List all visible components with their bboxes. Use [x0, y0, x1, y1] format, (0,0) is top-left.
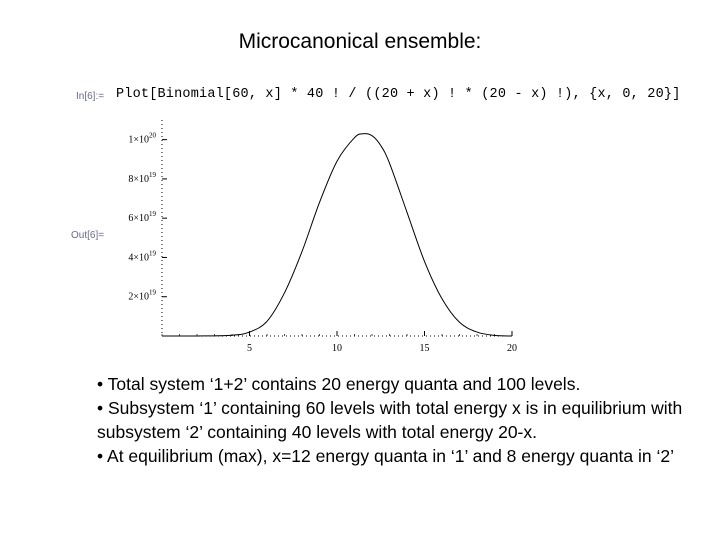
y-tick-label: 1×1020: [128, 132, 156, 146]
bullet-item: • Subsystem ‘1’ containing 60 levels wit…: [97, 398, 683, 442]
x-tick-label: 5: [247, 343, 252, 354]
x-tick-label: 20: [507, 343, 517, 354]
y-tick-label: 4×1019: [128, 249, 156, 263]
input-code[interactable]: Plot[Binomial[60, x] * 40 ! / ((20 + x) …: [116, 87, 681, 102]
input-cell-label: In[6]:=: [76, 91, 105, 102]
y-tick-label: 8×1019: [128, 171, 156, 185]
y-tick-label: 6×1019: [128, 210, 156, 224]
output-cell-label: Out[6]=: [71, 230, 105, 241]
bullet-item: • At equilibrium (max), x=12 energy quan…: [97, 446, 675, 466]
x-tick-label: 15: [420, 343, 430, 354]
x-tick-label: 10: [332, 343, 342, 354]
series-line: [161, 133, 513, 337]
bullet-item: • Total system ‘1+2’ contains 20 energy …: [97, 374, 581, 394]
y-tick-label: 2×1019: [128, 289, 156, 303]
bullet-list: • Total system ‘1+2’ contains 20 energy …: [97, 372, 687, 468]
slide-title: Microcanonical ensemble:: [238, 30, 482, 53]
